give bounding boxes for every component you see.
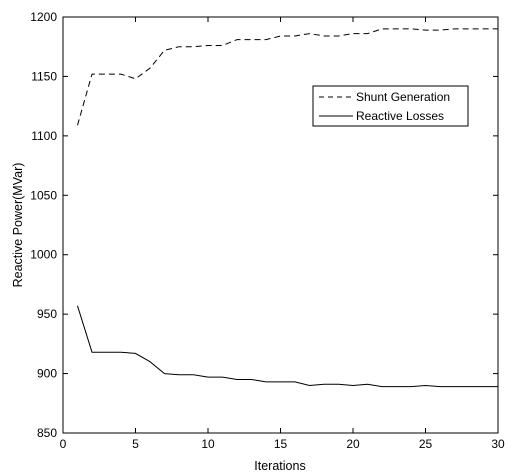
- y-axis-ticks: 850 900 950 1000 1050 1100 1150 1200: [30, 10, 498, 440]
- y-tick-label: 1050: [30, 188, 57, 202]
- legend-label-reactive-losses: Reactive Losses: [356, 109, 444, 123]
- y-axis-label: Reactive Power(MVar): [11, 163, 25, 288]
- x-tick-label: 0: [60, 437, 67, 451]
- x-axis-label: Iterations: [254, 459, 305, 473]
- y-tick-label: 900: [37, 367, 57, 381]
- y-tick-label: 1000: [30, 248, 57, 262]
- legend-box: [312, 85, 469, 127]
- x-tick-label: 30: [491, 437, 505, 451]
- y-tick-label: 1150: [31, 69, 57, 83]
- legend-label-shunt-generation: Shunt Generation: [356, 90, 450, 104]
- y-tick-label: 1200: [30, 10, 57, 24]
- series-lines: [77, 28, 498, 388]
- x-tick-label: 5: [132, 437, 139, 451]
- y-tick-label: 850: [37, 426, 57, 440]
- legend: Shunt Generation Reactive Losses: [312, 85, 469, 127]
- x-tick-label: 10: [201, 437, 215, 451]
- series-line-shunt-generation: [77, 28, 498, 126]
- x-tick-label: 15: [274, 437, 288, 451]
- x-tick-label: 25: [419, 437, 433, 451]
- x-axis-ticks: 0 5 10 15 20 25 30: [60, 17, 505, 451]
- y-tick-label: 1100: [31, 129, 57, 143]
- series-line-reactive-losses: [77, 305, 498, 388]
- plot-area: [62, 16, 499, 434]
- x-tick-label: 20: [346, 437, 360, 451]
- y-tick-label: 950: [37, 307, 57, 321]
